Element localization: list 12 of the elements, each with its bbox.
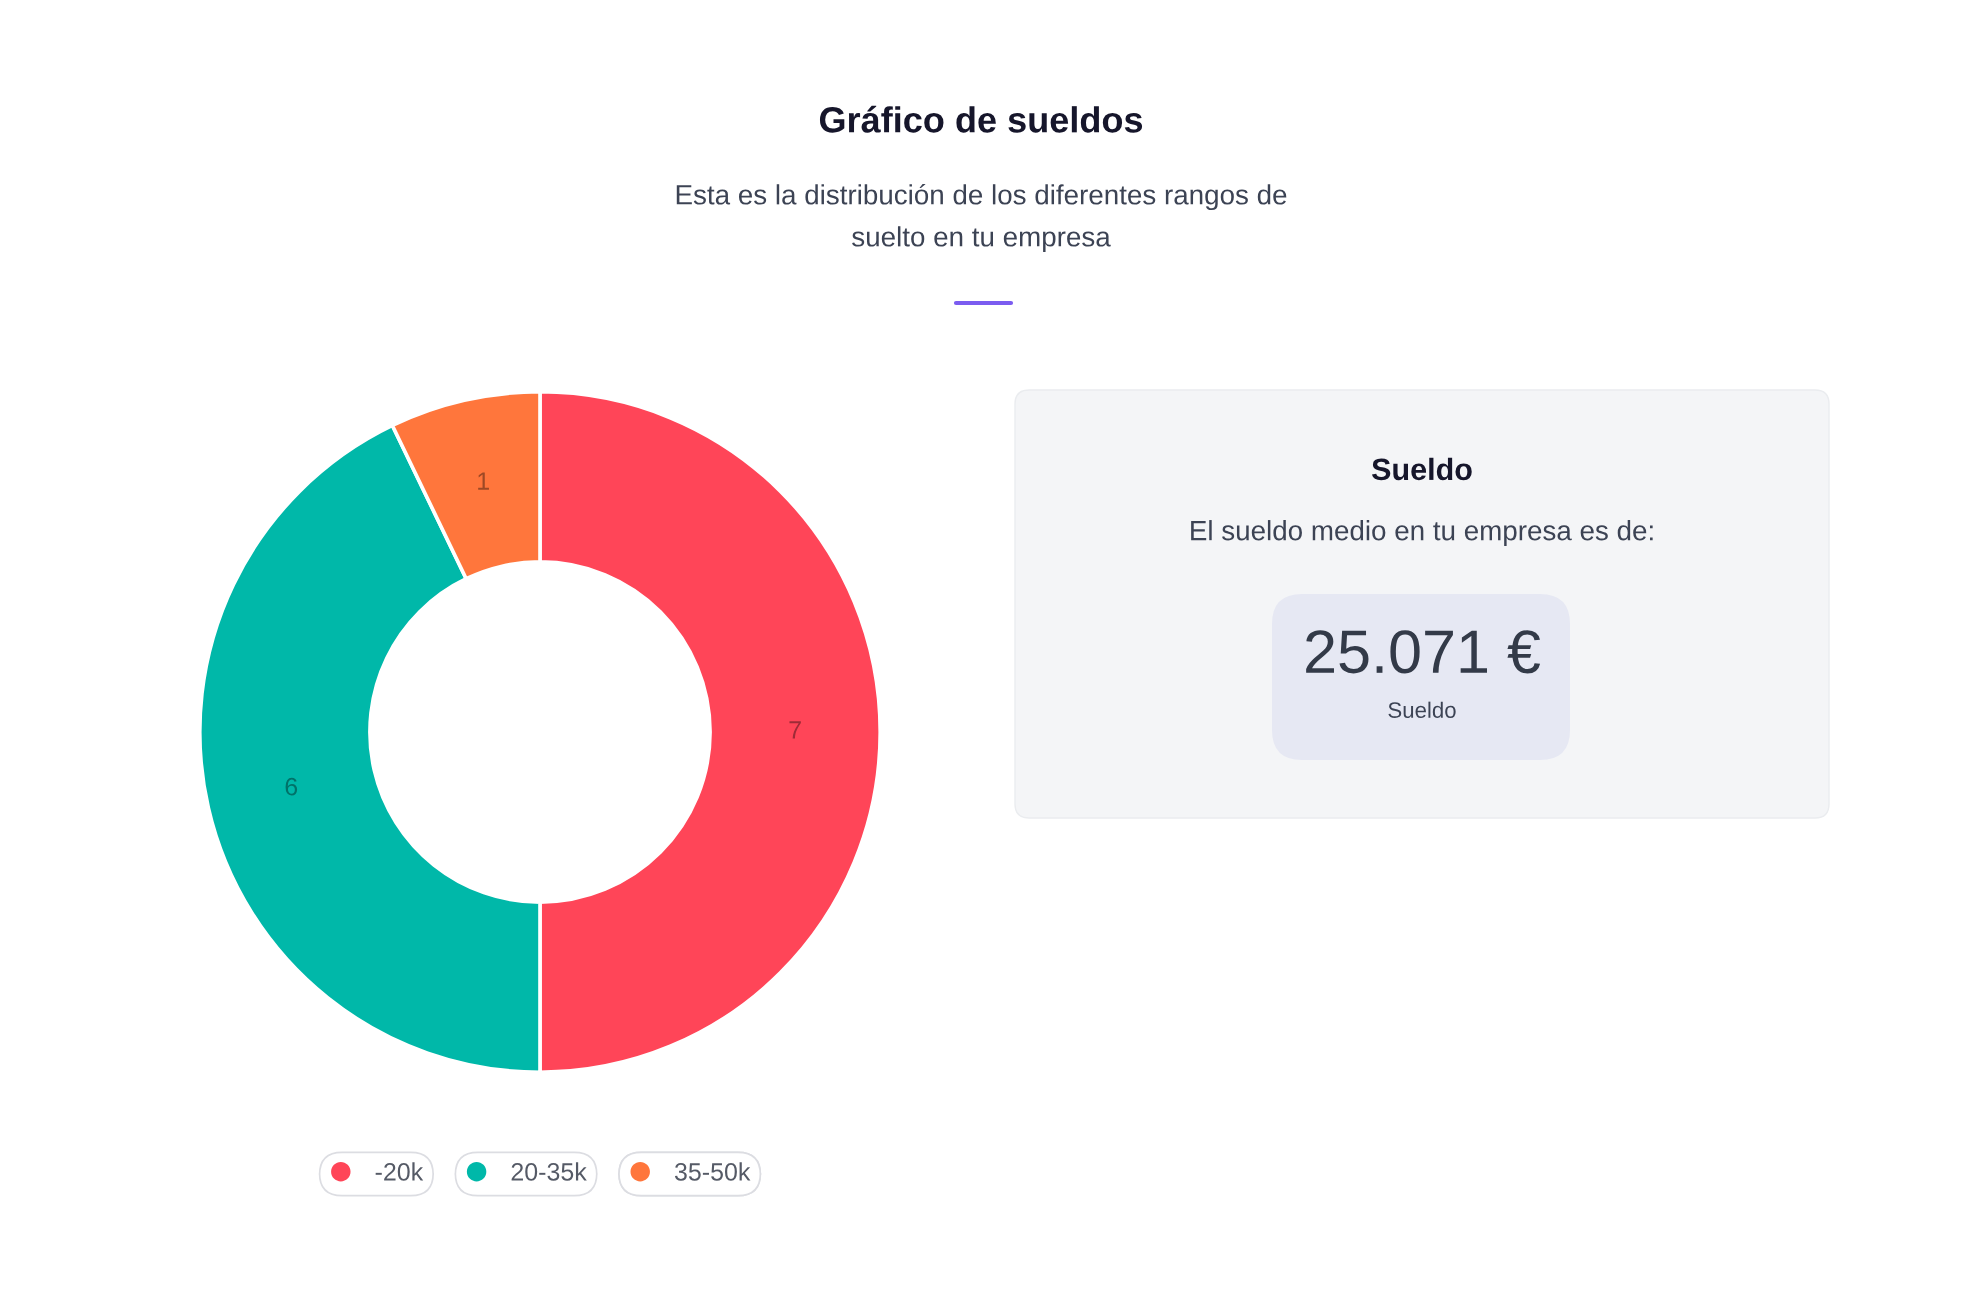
text: 25.071 €: [1306, 630, 1541, 674]
text: Sueldo: [1371, 457, 1472, 481]
text: El sueldo medio en tu empresa es de:: [1191, 520, 1653, 546]
text: Sueldo: [1388, 701, 1456, 718]
text: Esta es la distribución de los diferentes rangos de suelto en tu empresa: [676, 183, 1287, 253]
data-label: 1: [478, 472, 489, 490]
data-label: 7: [789, 721, 801, 739]
text: Gráfico de sueldos: [819, 105, 1143, 133]
legend-label: 35-50k: [674, 1162, 751, 1181]
legend-label: -20k: [375, 1162, 424, 1181]
data-label: 6: [285, 777, 298, 796]
legend-label: 20-35k: [511, 1162, 587, 1181]
